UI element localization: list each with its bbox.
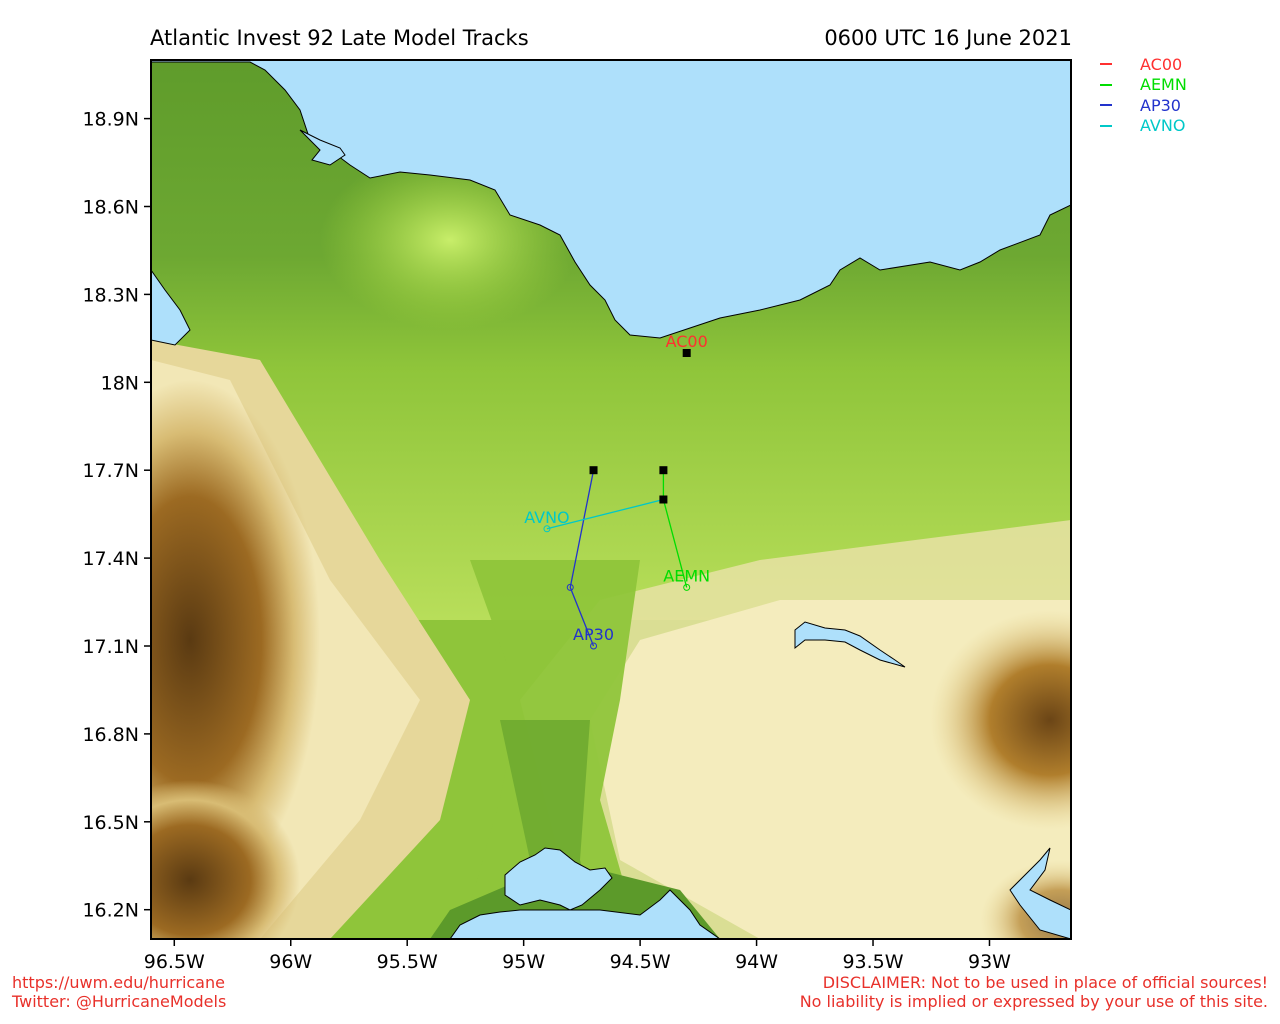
y-tick-label: 17.7N bbox=[82, 460, 139, 482]
track-point-ap30 bbox=[566, 583, 574, 591]
legend-entry-aemn: AEMN bbox=[1100, 75, 1187, 96]
model-tracks: AC00 AEMN AP30 AVNO bbox=[524, 332, 710, 650]
legend: AC00 AEMN AP30 AVNO bbox=[1100, 54, 1187, 136]
footer-url[interactable]: https://uwm.edu/hurricane bbox=[12, 973, 225, 992]
legend-entry-avno: AVNO bbox=[1100, 116, 1187, 137]
track-start-marker-avno bbox=[659, 495, 668, 504]
y-tick-label: 16.2N bbox=[82, 900, 139, 922]
x-tick-label: 94.5W bbox=[610, 951, 671, 973]
x-tick-label: 95W bbox=[502, 951, 545, 973]
track-label-ap30: AP30 bbox=[573, 625, 614, 644]
track-line-ap30 bbox=[569, 470, 595, 647]
legend-entry-ac00: AC00 bbox=[1100, 54, 1187, 75]
disclaimer-text: DISCLAIMER: Not to be used in place of o… bbox=[822, 973, 1268, 992]
track-label-ac00: AC00 bbox=[666, 332, 708, 351]
terrain-layer bbox=[151, 60, 1071, 939]
map-timestamp: 0600 UTC 16 June 2021 bbox=[824, 26, 1072, 50]
y-tick-label: 18.3N bbox=[82, 284, 139, 306]
liability-text: No liability is implied or expressed by … bbox=[799, 992, 1268, 1011]
footer-disclaimer: DISCLAIMER: Not to be used in place of o… bbox=[800, 973, 1268, 1011]
track-start-marker-ac00 bbox=[682, 349, 691, 357]
footer-credits: https://uwm.edu/hurricane Twitter: @Hurr… bbox=[12, 973, 226, 1011]
legend-swatch-ac00 bbox=[1100, 63, 1112, 66]
track-label-aemn: AEMN bbox=[663, 566, 710, 585]
longitude-axis: 96.5W 96W 95.5W 95W 94.5W 94W 93.5W 93W bbox=[144, 939, 1011, 973]
y-tick-label: 18.9N bbox=[82, 109, 139, 131]
track-point-avno bbox=[543, 525, 551, 533]
x-tick-label: 96W bbox=[269, 951, 312, 973]
x-tick-label: 96.5W bbox=[144, 951, 205, 973]
legend-swatch-avno bbox=[1100, 124, 1112, 127]
legend-swatch-aemn bbox=[1100, 83, 1112, 86]
x-tick-label: 95.5W bbox=[377, 951, 438, 973]
y-tick-label: 16.5N bbox=[82, 812, 139, 834]
latitude-axis: 18.9N 18.6N 18.3N 18N 17.7N 17.4N 17.1N 16.8N 16… bbox=[82, 109, 151, 922]
legend-label-ac00: AC00 bbox=[1140, 54, 1183, 74]
track-start-marker-aemn bbox=[659, 466, 668, 475]
track-point-ap30 bbox=[590, 642, 598, 650]
map-frame bbox=[150, 59, 1072, 940]
legend-label-aemn: AEMN bbox=[1140, 75, 1187, 95]
x-tick-label: 94W bbox=[735, 951, 778, 973]
map-title: Atlantic Invest 92 Late Model Tracks bbox=[150, 26, 529, 50]
track-line-avno bbox=[546, 498, 664, 530]
y-tick-label: 18N bbox=[101, 372, 139, 394]
footer-twitter: Twitter: @HurricaneModels bbox=[12, 992, 227, 1011]
x-tick-label: 93W bbox=[968, 951, 1011, 973]
track-start-marker-ap30 bbox=[589, 466, 598, 475]
legend-label-ap30: AP30 bbox=[1140, 95, 1181, 115]
y-tick-label: 17.1N bbox=[82, 636, 139, 658]
legend-entry-ap30: AP30 bbox=[1100, 95, 1187, 116]
track-label-avno: AVNO bbox=[524, 508, 569, 527]
x-tick-label: 93.5W bbox=[842, 951, 903, 973]
y-tick-label: 18.6N bbox=[82, 197, 139, 219]
y-tick-label: 17.4N bbox=[82, 548, 139, 570]
y-tick-label: 16.8N bbox=[82, 724, 139, 746]
legend-swatch-ap30 bbox=[1100, 104, 1112, 107]
track-point-aemn bbox=[683, 583, 691, 591]
legend-label-avno: AVNO bbox=[1140, 116, 1186, 136]
